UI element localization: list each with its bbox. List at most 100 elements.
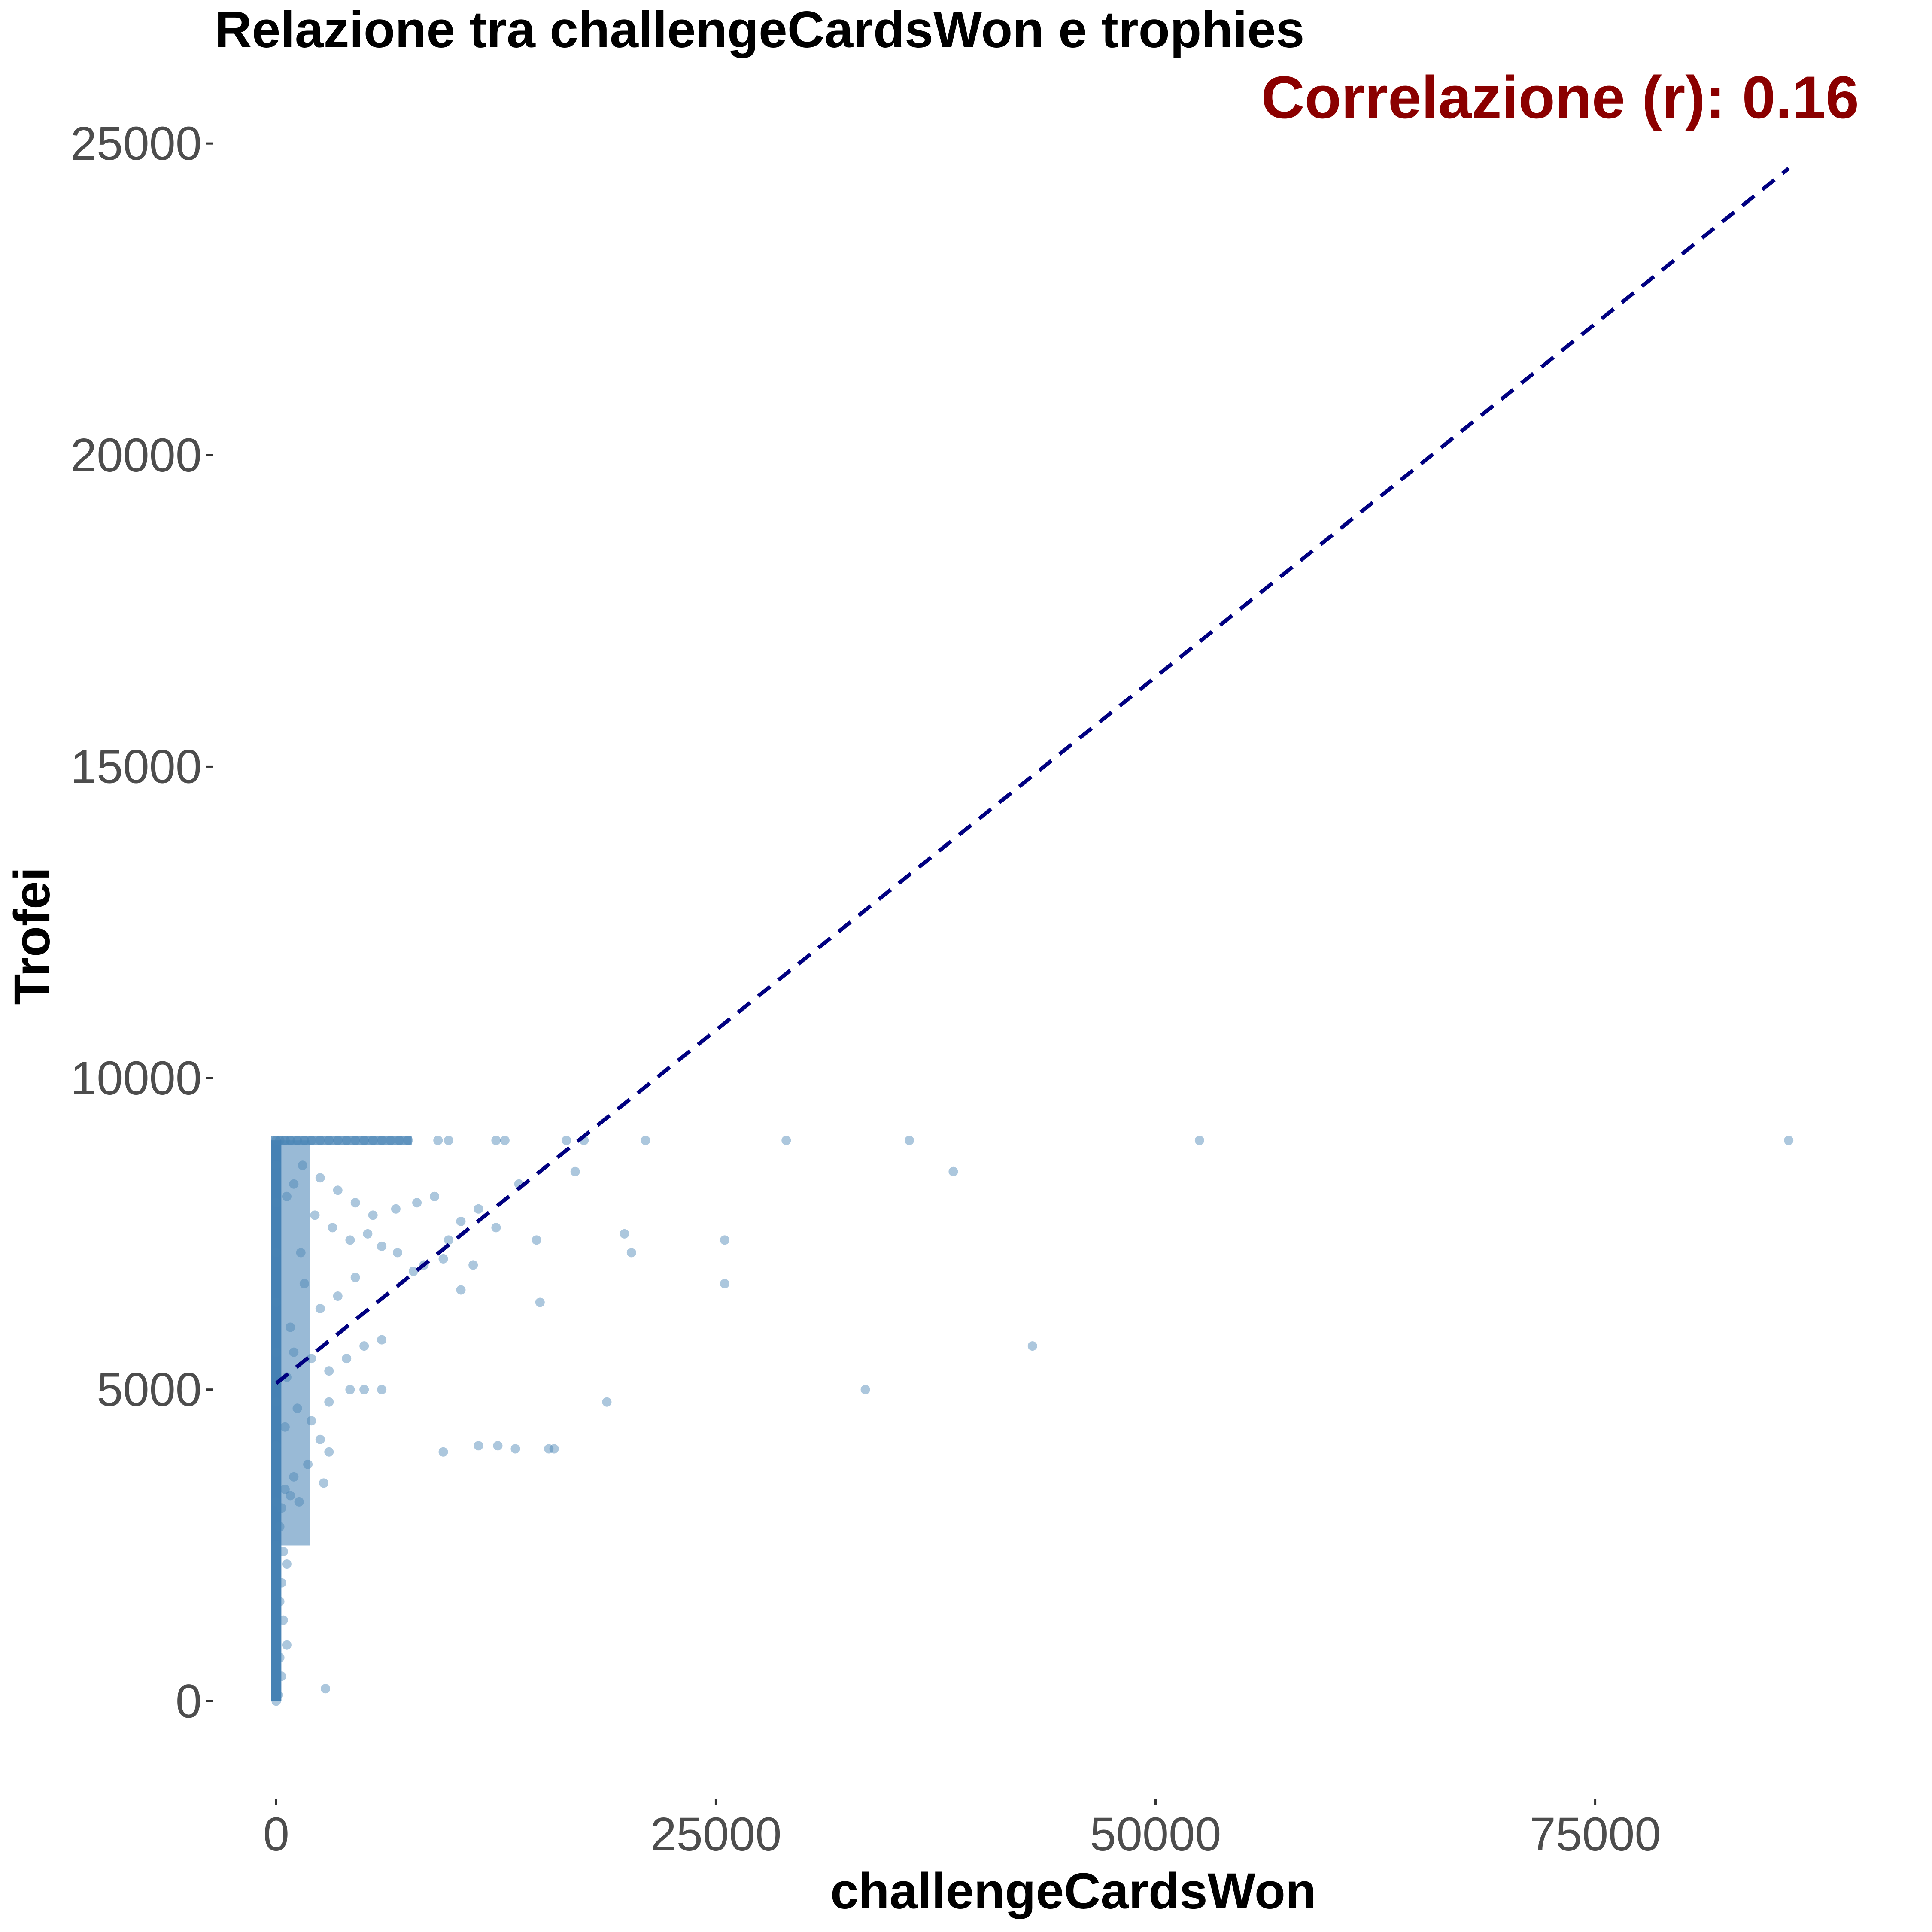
data-point bbox=[292, 1403, 302, 1413]
data-point bbox=[363, 1229, 373, 1239]
data-point bbox=[321, 1684, 331, 1694]
data-point bbox=[602, 1397, 612, 1407]
correlation-annotation: Correlazione (r): 0.16 bbox=[1261, 64, 1859, 131]
y-tick-label: 10000 bbox=[70, 1052, 202, 1105]
data-point bbox=[289, 1472, 299, 1482]
data-point bbox=[286, 1136, 295, 1145]
data-point bbox=[350, 1273, 360, 1282]
data-point bbox=[271, 1136, 281, 1145]
data-point bbox=[781, 1136, 791, 1145]
data-point bbox=[289, 1179, 299, 1189]
data-point bbox=[386, 1136, 395, 1145]
data-point bbox=[626, 1248, 636, 1258]
data-point bbox=[1784, 1136, 1794, 1145]
data-point bbox=[377, 1241, 387, 1251]
data-point bbox=[324, 1397, 334, 1407]
data-point bbox=[430, 1191, 440, 1201]
data-point bbox=[720, 1235, 729, 1245]
data-point bbox=[493, 1441, 503, 1451]
data-point bbox=[324, 1366, 334, 1376]
data-point bbox=[271, 1540, 281, 1550]
y-axis-title: Trofei bbox=[4, 867, 61, 1005]
data-point bbox=[412, 1198, 422, 1208]
x-tick-label: 25000 bbox=[650, 1808, 781, 1861]
data-point bbox=[280, 1136, 290, 1145]
data-point bbox=[280, 1422, 290, 1432]
data-point bbox=[271, 1347, 281, 1357]
data-point bbox=[333, 1185, 343, 1195]
data-point bbox=[307, 1136, 316, 1145]
data-point bbox=[275, 1522, 285, 1531]
x-axis: 0 25000 50000 75000 bbox=[263, 1799, 1661, 1861]
data-point bbox=[1194, 1136, 1204, 1145]
data-point bbox=[544, 1444, 554, 1454]
data-point bbox=[641, 1136, 650, 1145]
data-point bbox=[296, 1248, 306, 1258]
data-point bbox=[532, 1235, 541, 1245]
data-point bbox=[271, 1584, 281, 1594]
data-point bbox=[292, 1136, 302, 1145]
data-point bbox=[468, 1260, 478, 1270]
data-point bbox=[562, 1136, 571, 1145]
data-point bbox=[275, 1136, 285, 1145]
data-point bbox=[276, 1503, 286, 1513]
y-axis: 0 5000 10000 15000 20000 25000 bbox=[70, 117, 213, 1728]
data-point bbox=[271, 1441, 281, 1451]
data-point bbox=[271, 1696, 281, 1706]
data-point bbox=[333, 1291, 343, 1301]
data-point bbox=[359, 1341, 369, 1351]
data-point bbox=[286, 1491, 295, 1501]
data-point bbox=[333, 1136, 343, 1145]
data-point bbox=[359, 1136, 369, 1145]
data-point bbox=[328, 1223, 337, 1233]
data-point bbox=[324, 1136, 334, 1145]
dense-point-band bbox=[271, 1140, 310, 1546]
y-tick-label: 15000 bbox=[70, 740, 202, 793]
data-point bbox=[1027, 1341, 1037, 1351]
data-point bbox=[289, 1347, 299, 1357]
data-point bbox=[350, 1136, 360, 1145]
data-point bbox=[280, 1484, 290, 1494]
x-tick-label: 50000 bbox=[1090, 1808, 1221, 1861]
data-point bbox=[286, 1322, 295, 1332]
data-point bbox=[408, 1266, 418, 1276]
data-point bbox=[377, 1385, 387, 1394]
data-point bbox=[271, 1677, 281, 1687]
data-point bbox=[377, 1335, 387, 1345]
dense-point-row bbox=[271, 1136, 412, 1145]
trend-line bbox=[275, 167, 1790, 1385]
data-point bbox=[535, 1297, 545, 1307]
data-point bbox=[395, 1136, 404, 1145]
data-point bbox=[510, 1444, 520, 1454]
data-point bbox=[299, 1136, 309, 1145]
data-point bbox=[438, 1254, 448, 1264]
data-point bbox=[377, 1136, 387, 1145]
data-point bbox=[278, 1615, 288, 1625]
data-point bbox=[315, 1434, 325, 1444]
data-point bbox=[342, 1136, 352, 1145]
data-point bbox=[474, 1204, 483, 1214]
data-point bbox=[271, 1297, 281, 1307]
data-point bbox=[860, 1385, 870, 1394]
data-point bbox=[271, 1653, 281, 1662]
data-point bbox=[948, 1166, 958, 1176]
data-point bbox=[294, 1497, 304, 1507]
chart-title: Relazione tra challengeCardsWon e trophi… bbox=[215, 1, 1304, 58]
data-point bbox=[278, 1547, 288, 1557]
data-point bbox=[456, 1216, 466, 1226]
trend-line-layer bbox=[275, 167, 1790, 1385]
data-point bbox=[549, 1444, 559, 1454]
data-point bbox=[433, 1136, 443, 1145]
data-point bbox=[282, 1191, 292, 1201]
data-point bbox=[298, 1160, 307, 1170]
data-point bbox=[303, 1459, 313, 1469]
data-point bbox=[271, 1248, 281, 1258]
data-point bbox=[271, 1497, 281, 1507]
x-axis-title: challengeCardsWon bbox=[830, 1863, 1316, 1920]
y-tick-label: 0 bbox=[176, 1675, 202, 1728]
data-point bbox=[444, 1136, 453, 1145]
x-tick-label: 75000 bbox=[1530, 1808, 1661, 1861]
data-point bbox=[310, 1210, 320, 1220]
data-point bbox=[271, 1198, 281, 1208]
